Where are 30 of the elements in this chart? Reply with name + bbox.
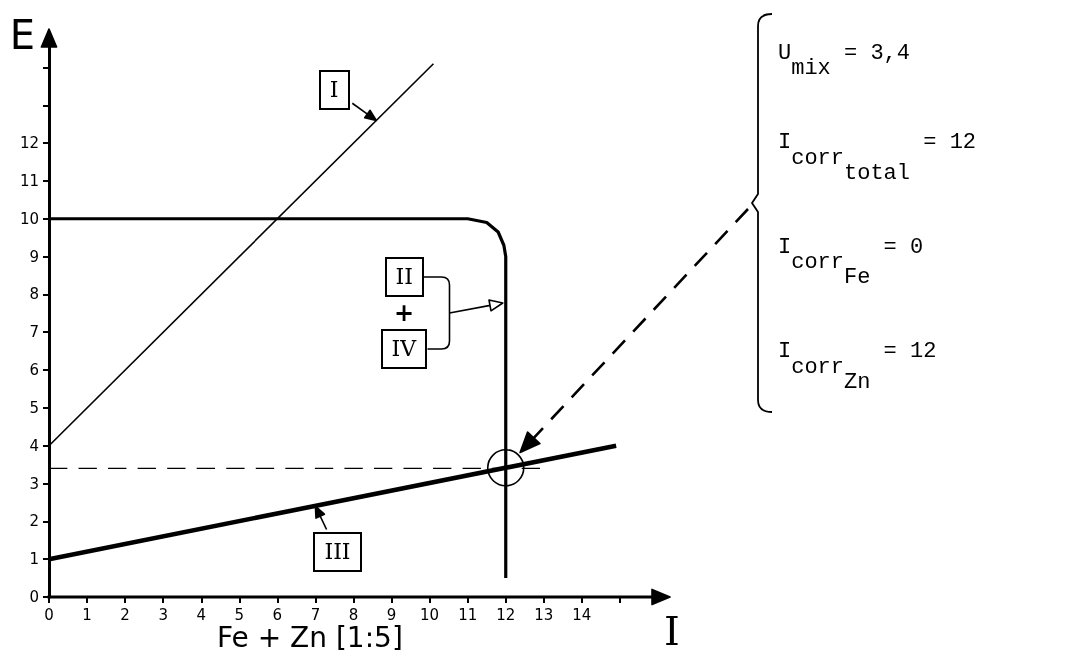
y-tick-label: 8	[29, 285, 39, 304]
x-tick-label: 14	[572, 605, 592, 624]
x-tick-label: 12	[496, 605, 516, 624]
y-tick-label: 3	[29, 474, 39, 493]
y-tick-label: 4	[29, 436, 39, 455]
y-tick-label: 9	[29, 247, 39, 266]
x-tick-label: 13	[534, 605, 554, 624]
annotation: III	[313, 532, 362, 573]
x-tick-label: 11	[458, 605, 478, 624]
x-tick-label: 4	[196, 605, 207, 624]
annotation: IV	[380, 329, 428, 369]
y-axis-title: E	[9, 12, 35, 58]
x-tick-label: 10	[420, 605, 440, 624]
y-tick-label: 2	[29, 512, 39, 531]
y-tick-label: 0	[29, 588, 39, 606]
x-tick-label: 1	[82, 605, 92, 624]
y-tick-label: 1	[29, 550, 39, 569]
annotation: +	[394, 299, 415, 327]
x-axis-title: I	[664, 608, 680, 654]
x-tick-label: 3	[158, 605, 168, 624]
y-tick-label: 5	[29, 398, 39, 417]
y-tick-label: 10	[19, 209, 39, 228]
y-tick-label: 11	[19, 171, 39, 190]
annotation: I	[318, 70, 350, 111]
y-tick-label: 6	[29, 361, 39, 380]
annotation: II	[384, 257, 424, 297]
x-tick-label: 0	[44, 605, 54, 624]
y-tick-label: 12	[19, 134, 39, 153]
x-tick-label: 2	[120, 605, 130, 624]
y-tick-label: 7	[29, 323, 39, 342]
